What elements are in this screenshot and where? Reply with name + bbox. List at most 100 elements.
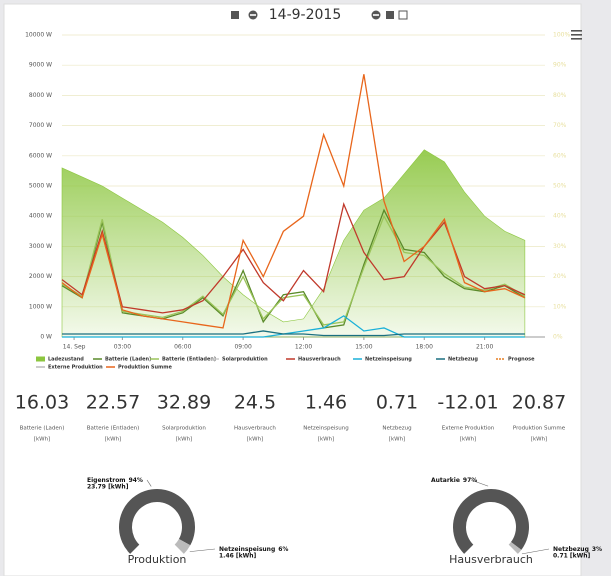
- y2-tick-label: 20%: [553, 273, 567, 280]
- stat-label: Netzbezug: [382, 426, 411, 432]
- stat-label: Netzeinspeisung: [303, 426, 349, 432]
- x-tick-label: 06:00: [174, 344, 191, 351]
- y-tick-label: 1000 W: [29, 303, 52, 310]
- slice-energy: 23.79 [kWh]: [87, 484, 129, 491]
- line: [61, 74, 526, 329]
- minus: [250, 14, 256, 16]
- y2-tick-label: 50%: [553, 183, 567, 190]
- legend-label: Solarproduktion: [222, 357, 268, 363]
- stat-label: Batterie (Laden): [20, 426, 65, 432]
- stat-value: 1.46: [305, 392, 347, 414]
- label-connector: [189, 548, 216, 552]
- stat-unit: [kWh]: [34, 437, 50, 443]
- toolbar-right: [371, 10, 408, 20]
- y-tick-label: 0 W: [40, 334, 52, 341]
- y-tick-label: 8000 W: [29, 92, 52, 99]
- donut-slice: [453, 488, 529, 554]
- stat-unit: [kWh]: [389, 437, 405, 443]
- label-connector: [521, 548, 550, 555]
- y2-tick-label: 100%: [553, 32, 570, 39]
- slice-energy: 1.46 [kWh]: [219, 553, 257, 560]
- legend-label: Hausverbrauch: [298, 357, 341, 363]
- donut-label: Eigenstrom 94%: [87, 477, 143, 484]
- legend-label: Batterie (Entladen): [162, 357, 216, 363]
- line: [62, 330, 525, 337]
- y2-tick-label: 60%: [553, 152, 567, 159]
- x-tick-label: 03:00: [114, 344, 131, 351]
- donut-title: Produktion: [128, 553, 187, 566]
- legend-label: Ladezustand: [48, 357, 84, 363]
- line: [62, 315, 525, 338]
- y2-tick-label: 90%: [553, 62, 567, 69]
- stat-unit: [kWh]: [247, 437, 263, 443]
- y-tick-label: 3000 W: [29, 243, 52, 250]
- stat-label: Externe Produktion: [442, 426, 495, 432]
- stat-label: Hausverbrauch: [234, 426, 276, 432]
- line: [61, 214, 526, 326]
- donut-label: Autarkie 97%: [431, 477, 477, 484]
- y2-tick-label: 70%: [553, 122, 567, 129]
- stat-unit: [kWh]: [460, 437, 476, 443]
- slice-value: 3%: [592, 546, 602, 553]
- stat-label: Solarproduktion: [162, 426, 206, 432]
- plus: [373, 14, 379, 16]
- y2-tick-label: 0%: [553, 334, 563, 341]
- stat-value: 16.03: [15, 392, 69, 414]
- stat-value: 0.71: [376, 392, 418, 414]
- menu-line: [571, 30, 582, 32]
- donut-slice: [508, 542, 522, 554]
- slice-name: Autarkie: [431, 477, 460, 484]
- stat-value: 22.57: [86, 392, 140, 414]
- menu-button[interactable]: [571, 30, 582, 40]
- slice-name: Netzbezug: [553, 546, 589, 553]
- legend-label: Netzbezug: [448, 357, 478, 363]
- slice-value: 94%: [129, 477, 143, 484]
- y2-tick-label: 10%: [553, 303, 567, 310]
- toolbar-left: [231, 10, 258, 20]
- label-connector: [146, 479, 152, 487]
- slice-name: Eigenstrom: [87, 477, 126, 484]
- y-tick-label: 9000 W: [29, 62, 52, 69]
- legend-swatch: [36, 356, 45, 362]
- y-tick-label: 4000 W: [29, 213, 52, 220]
- x-tick-label: 21:00: [476, 344, 493, 351]
- x-tick-label: 09:00: [234, 344, 251, 351]
- y-tick-label: 6000 W: [29, 152, 52, 159]
- calendar-icon[interactable]: [231, 11, 239, 19]
- donut-title: Hausverbrauch: [449, 553, 533, 566]
- x-tick-label: 12:00: [295, 344, 312, 351]
- slice-name: Netzeinspeisung: [219, 546, 275, 553]
- stat-unit: [kWh]: [105, 437, 121, 443]
- donut-slice: [119, 489, 195, 554]
- stat-value: 24.5: [234, 392, 276, 414]
- legend-label: Produktion Summe: [118, 365, 172, 371]
- menu-line: [571, 38, 582, 40]
- y-tick-label: 5000 W: [29, 183, 52, 190]
- date: 14-9-2015: [269, 7, 341, 23]
- stat-unit: [kWh]: [176, 437, 192, 443]
- legend-label: Netzeinspeisung: [365, 357, 412, 363]
- stat-label: Batterie (Entladen): [87, 426, 139, 432]
- donut-slice: [174, 539, 191, 554]
- x-tick-label: 14. Sep: [63, 344, 86, 351]
- expand-icon[interactable]: [398, 10, 408, 20]
- donut-label: Netzbezug 3%: [553, 546, 602, 553]
- menu-line: [571, 34, 582, 36]
- label-connector: [470, 479, 489, 487]
- stat-label: Produktion Summe: [513, 426, 566, 432]
- legend-label: Batterie (Laden): [105, 357, 151, 363]
- x-tick-label: 15:00: [355, 344, 372, 351]
- stat-unit: [kWh]: [318, 437, 334, 443]
- donut-label: Netzeinspeisung 6%: [219, 546, 288, 553]
- area: [61, 149, 526, 338]
- stat-value: -12.01: [437, 392, 498, 414]
- y-tick-label: 7000 W: [29, 122, 52, 129]
- slice-value: 97%: [463, 477, 477, 484]
- stat-unit: [kWh]: [531, 437, 547, 443]
- y-tick-label: 10000 W: [25, 32, 52, 39]
- y-tick-label: 2000 W: [29, 273, 52, 280]
- slice-energy: 0.71 [kWh]: [553, 553, 591, 560]
- list-icon[interactable]: [386, 11, 394, 19]
- legend-label: Prognose: [508, 357, 535, 363]
- y2-tick-label: 80%: [553, 92, 567, 99]
